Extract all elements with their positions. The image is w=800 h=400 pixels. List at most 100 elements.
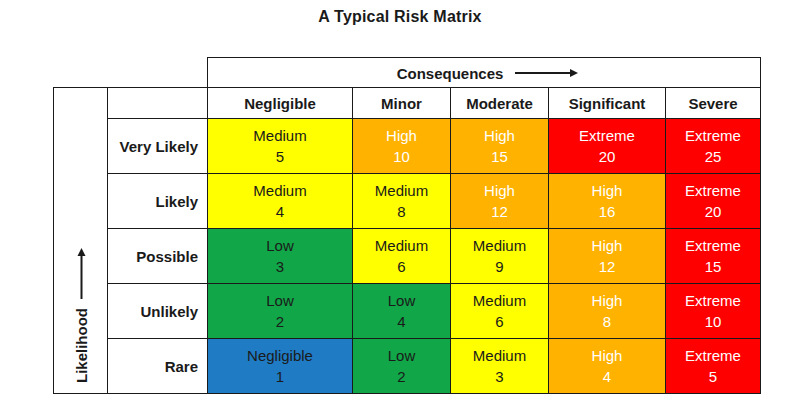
x-axis-label: Consequences <box>397 65 504 82</box>
risk-cell-value: 8 <box>549 311 665 332</box>
risk-cell-label: High <box>549 180 665 201</box>
risk-cell-value: 20 <box>666 201 760 222</box>
risk-cell-label: Medium <box>353 180 450 201</box>
matrix-header-row: NegligibleMinorModerateSignificantSevere <box>54 88 761 119</box>
risk-cell: Extreme25 <box>666 119 761 174</box>
risk-cell: Extreme10 <box>666 284 761 339</box>
right-arrow-icon <box>515 72 571 74</box>
risk-cell: Medium5 <box>208 119 353 174</box>
risk-cell-label: High <box>451 125 548 146</box>
risk-cell: Low3 <box>208 229 353 284</box>
risk-matrix-table: NegligibleMinorModerateSignificantSevere… <box>53 87 761 394</box>
risk-cell-label: Low <box>208 235 352 256</box>
risk-cell: Low2 <box>208 284 353 339</box>
risk-cell: Medium6 <box>353 229 451 284</box>
row-header: Rare <box>108 339 208 394</box>
risk-cell-label: High <box>549 290 665 311</box>
matrix-row: LikelyMedium4Medium8High12High16Extreme2… <box>54 174 761 229</box>
risk-cell-value: 12 <box>451 201 548 222</box>
risk-cell: Negligible1 <box>208 339 353 394</box>
risk-cell-value: 6 <box>451 311 548 332</box>
risk-cell-value: 10 <box>666 311 760 332</box>
risk-cell-value: 16 <box>549 201 665 222</box>
risk-cell: Medium4 <box>208 174 353 229</box>
row-header: Likely <box>108 174 208 229</box>
row-header: Possible <box>108 229 208 284</box>
risk-cell: Low2 <box>353 339 451 394</box>
risk-cell-value: 5 <box>208 146 352 167</box>
risk-cell: Extreme5 <box>666 339 761 394</box>
matrix-row: PossibleLow3Medium6Medium9High12Extreme1… <box>54 229 761 284</box>
risk-cell-label: Low <box>353 290 450 311</box>
risk-cell-label: Medium <box>208 180 352 201</box>
risk-cell-label: High <box>549 345 665 366</box>
risk-cell-value: 4 <box>353 311 450 332</box>
risk-cell-value: 9 <box>451 256 548 277</box>
risk-cell-label: Extreme <box>666 235 760 256</box>
risk-cell: Low4 <box>353 284 451 339</box>
risk-cell: High15 <box>451 119 549 174</box>
risk-cell-value: 2 <box>353 366 450 387</box>
risk-cell: High10 <box>353 119 451 174</box>
risk-cell-value: 4 <box>208 201 352 222</box>
risk-cell-label: Medium <box>451 345 548 366</box>
risk-cell-label: Medium <box>208 125 352 146</box>
risk-cell-label: High <box>451 180 548 201</box>
risk-cell-label: Extreme <box>549 125 665 146</box>
column-header: Severe <box>666 88 761 119</box>
risk-cell-label: Low <box>353 345 450 366</box>
risk-cell-label: Extreme <box>666 125 760 146</box>
matrix-row: RareNegligible1Low2Medium3High4Extreme5 <box>54 339 761 394</box>
risk-cell: High8 <box>549 284 666 339</box>
risk-cell-label: High <box>549 235 665 256</box>
risk-cell-label: Extreme <box>666 345 760 366</box>
risk-cell: High12 <box>549 229 666 284</box>
risk-cell: Extreme20 <box>666 174 761 229</box>
row-header: Unlikely <box>108 284 208 339</box>
column-header: Negligible <box>208 88 353 119</box>
risk-cell: High4 <box>549 339 666 394</box>
risk-cell-value: 10 <box>353 146 450 167</box>
risk-cell-label: Medium <box>353 235 450 256</box>
risk-cell: Medium6 <box>451 284 549 339</box>
risk-cell-label: Extreme <box>666 290 760 311</box>
risk-cell: High16 <box>549 174 666 229</box>
risk-cell-label: Medium <box>451 235 548 256</box>
risk-cell-value: 25 <box>666 146 760 167</box>
risk-cell: Extreme20 <box>549 119 666 174</box>
risk-cell-value: 15 <box>451 146 548 167</box>
row-header: Very Likely <box>108 119 208 174</box>
risk-cell-label: High <box>353 125 450 146</box>
risk-cell-value: 2 <box>208 311 352 332</box>
risk-cell: Medium9 <box>451 229 549 284</box>
column-header: Moderate <box>451 88 549 119</box>
column-header: Minor <box>353 88 451 119</box>
risk-cell: Extreme15 <box>666 229 761 284</box>
risk-cell-value: 1 <box>208 366 352 387</box>
risk-cell: High12 <box>451 174 549 229</box>
risk-cell-value: 3 <box>208 256 352 277</box>
risk-cell: Medium8 <box>353 174 451 229</box>
y-axis-cell <box>54 88 108 394</box>
matrix-body: NegligibleMinorModerateSignificantSevere… <box>54 88 761 394</box>
risk-cell-label: Medium <box>451 290 548 311</box>
chart-title: A Typical Risk Matrix <box>0 8 800 26</box>
column-header: Significant <box>549 88 666 119</box>
risk-cell-label: Low <box>208 290 352 311</box>
risk-cell-value: 4 <box>549 366 665 387</box>
risk-cell-label: Extreme <box>666 180 760 201</box>
risk-cell-label: Negligible <box>208 345 352 366</box>
risk-matrix-figure: A Typical Risk Matrix Consequences Negli… <box>0 0 800 400</box>
risk-cell-value: 15 <box>666 256 760 277</box>
matrix-row: UnlikelyLow2Low4Medium6High8Extreme10 <box>54 284 761 339</box>
risk-cell-value: 20 <box>549 146 665 167</box>
matrix-corner-cell <box>108 88 208 119</box>
risk-cell-value: 8 <box>353 201 450 222</box>
risk-cell-value: 3 <box>451 366 548 387</box>
risk-cell-value: 5 <box>666 366 760 387</box>
risk-cell: Medium3 <box>451 339 549 394</box>
risk-cell-value: 6 <box>353 256 450 277</box>
x-axis-header: Consequences <box>207 57 761 88</box>
matrix-row: Very LikelyMedium5High10High15Extreme20E… <box>54 119 761 174</box>
risk-cell-value: 12 <box>549 256 665 277</box>
